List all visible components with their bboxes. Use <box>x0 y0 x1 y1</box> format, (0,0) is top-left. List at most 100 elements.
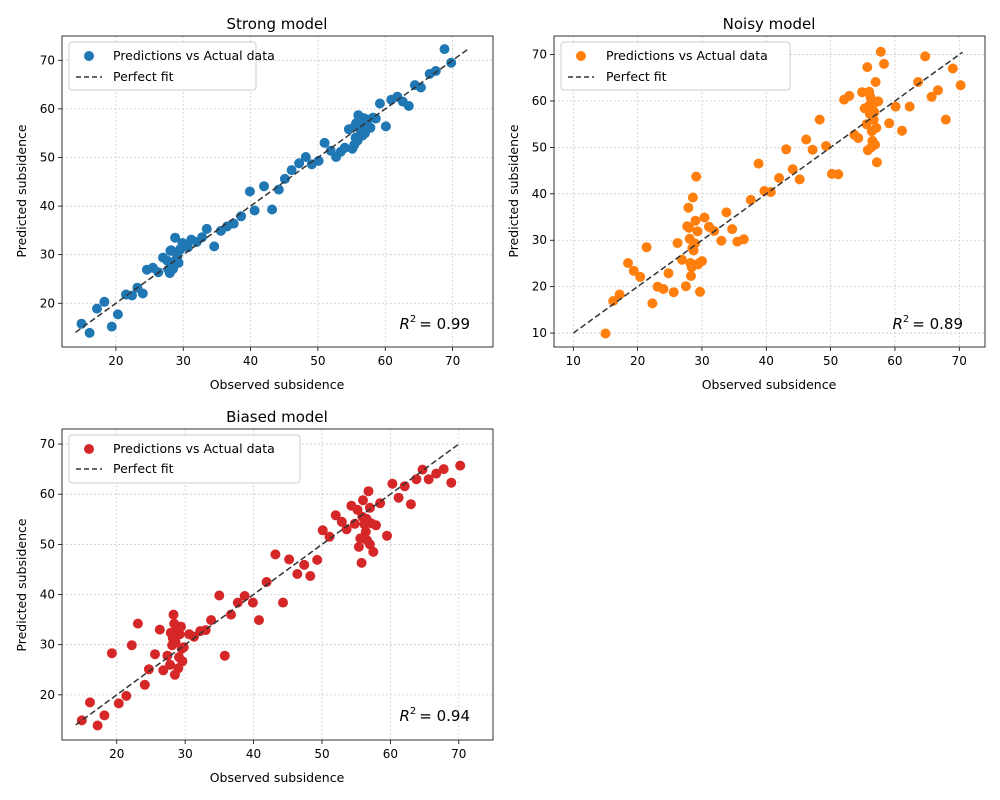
data-point <box>162 650 173 661</box>
axes-frame <box>61 428 494 741</box>
data-point <box>261 577 272 587</box>
data-point <box>871 157 882 168</box>
data-point <box>399 481 410 492</box>
data-point <box>821 141 832 151</box>
r2-annotation: R2 = 0.89 <box>892 314 963 333</box>
data-point <box>833 169 844 180</box>
y-tick-label: 50 <box>40 150 55 164</box>
data-point <box>745 194 756 205</box>
data-point <box>219 650 230 661</box>
data-point <box>247 597 258 608</box>
legend-label-fit: Perfect fit <box>113 69 174 84</box>
data-point <box>85 697 95 708</box>
y-tick-label: 20 <box>532 280 547 294</box>
data-point <box>415 82 426 93</box>
data-point <box>628 265 639 276</box>
data-point <box>286 165 297 176</box>
data-point <box>875 46 886 57</box>
legend-label-points: Predictions vs Actual data <box>113 441 275 456</box>
y-tick-label: 70 <box>532 48 547 62</box>
data-point <box>278 597 288 608</box>
data-point <box>403 101 414 111</box>
data-point <box>430 66 441 76</box>
x-axis-label: Observed subsidence <box>210 377 345 392</box>
data-point <box>201 223 212 234</box>
x-tick-label: 50 <box>823 354 838 368</box>
data-point <box>228 218 239 229</box>
x-tick-label: 20 <box>108 354 123 368</box>
y-tick-label: 20 <box>40 296 55 310</box>
legend-label-points: Predictions vs Actual data <box>606 48 768 63</box>
data-point <box>668 287 679 298</box>
data-point <box>879 58 889 69</box>
y-tick-label: 20 <box>40 688 55 702</box>
x-tick-label: 40 <box>246 747 261 761</box>
y-tick-label: 30 <box>40 248 55 262</box>
data-point <box>370 113 381 124</box>
panel-strong-model: 20 30 40 50 60 70 20 30 40 50 60 70 Strong model Ob… <box>14 15 494 392</box>
data-point <box>393 492 404 503</box>
data-point <box>209 241 220 252</box>
x-tick-label: 30 <box>176 354 191 368</box>
legend: Predictions vs Actual data Perfect fit <box>560 41 791 91</box>
legend-box <box>68 434 301 484</box>
data-point <box>352 504 363 515</box>
data-point <box>699 212 710 223</box>
data-point <box>955 80 966 91</box>
data-point <box>801 134 812 145</box>
y-tick-label: 40 <box>40 588 55 602</box>
data-point <box>658 284 669 294</box>
data-point <box>446 57 457 68</box>
data-point <box>176 621 186 632</box>
x-axis-label: Observed subsidence <box>702 377 837 392</box>
data-point <box>871 122 882 133</box>
data-point <box>356 557 367 568</box>
data-point <box>174 652 184 663</box>
legend-label-fit: Perfect fit <box>606 69 667 84</box>
data-point <box>267 204 278 215</box>
x-tick-label: 60 <box>378 354 393 368</box>
data-point <box>814 114 825 125</box>
data-point <box>137 288 148 299</box>
data-point <box>682 221 693 232</box>
x-tick-label: 70 <box>451 747 466 761</box>
data-point <box>99 296 110 307</box>
data-point <box>774 173 785 183</box>
y-axis-label: Predicted subsidence <box>506 124 521 257</box>
data-point <box>693 259 704 270</box>
x-tick-label: 30 <box>178 747 193 761</box>
data-point <box>663 268 674 279</box>
data-point <box>864 100 875 111</box>
data-point <box>92 303 102 314</box>
data-point <box>857 87 868 98</box>
data-point <box>214 590 225 601</box>
data-point <box>158 665 169 676</box>
data-point <box>897 125 907 136</box>
y-axis-label: Predicted subsidence <box>14 518 29 651</box>
data-point <box>312 554 323 565</box>
data-point <box>92 720 103 731</box>
data-point <box>868 114 879 125</box>
data-point <box>143 664 154 675</box>
x-tick-label: 60 <box>887 354 902 368</box>
x-tick-label: 10 <box>566 354 581 368</box>
y-tick-label: 70 <box>40 437 55 451</box>
legend-label-fit: Perfect fit <box>113 461 174 476</box>
data-point <box>382 530 392 541</box>
data-point <box>411 474 422 485</box>
legend: Predictions vs Actual data Perfect fit <box>68 41 275 91</box>
perfect-fit-line <box>75 442 461 726</box>
data-point <box>150 649 160 660</box>
data-point <box>294 158 305 169</box>
data-point <box>738 234 749 245</box>
data-point <box>873 96 884 107</box>
data-point <box>692 226 703 237</box>
data-point <box>380 121 391 132</box>
data-point <box>112 309 123 320</box>
data-point <box>154 624 165 635</box>
data-point <box>368 546 379 557</box>
data-point <box>861 119 872 130</box>
data-point <box>336 516 347 527</box>
y-tick-label: 60 <box>40 487 55 501</box>
panel-biased-model: 20 30 40 50 60 70 20 30 40 50 60 70 Biased model Ob… <box>14 408 494 785</box>
